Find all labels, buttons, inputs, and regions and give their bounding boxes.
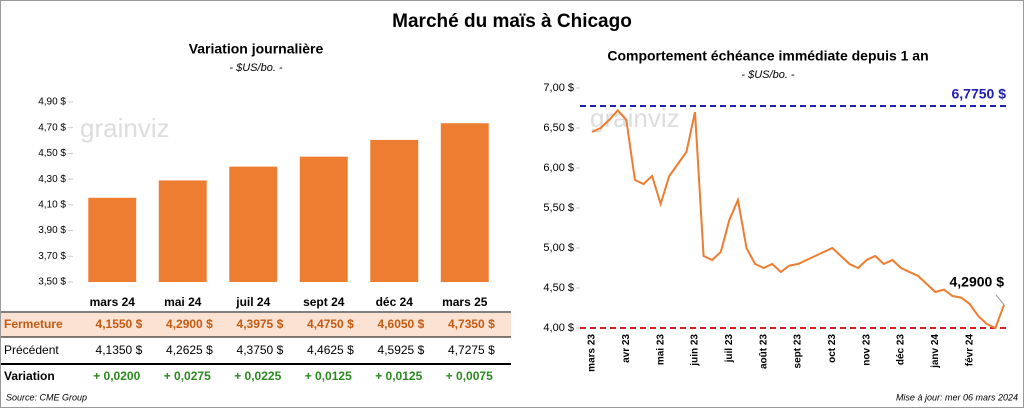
prev-value: 4,5925 $ xyxy=(378,343,425,357)
y-tick-label: 4,90 $ xyxy=(38,97,66,108)
row-bg xyxy=(1,313,511,337)
x-tick-label: févr 24 xyxy=(964,334,975,367)
leader xyxy=(995,294,1005,306)
last-label: 4,2900 $ xyxy=(950,274,1005,290)
price-line xyxy=(591,108,1005,330)
y-tick-label: 7,00 $ xyxy=(543,82,574,94)
x-tick-label: déc 24 xyxy=(376,295,414,309)
bar xyxy=(370,139,419,282)
chart-subtitle: - $US/bo. - xyxy=(229,62,283,74)
x-tick-label: mars 23 xyxy=(587,334,598,372)
bar xyxy=(299,156,348,282)
x-tick-label: juil 23 xyxy=(724,334,735,364)
x-tick-label: mai 24 xyxy=(164,295,202,309)
x-tick-label: sept 23 xyxy=(793,334,804,369)
close-value: 4,2900 $ xyxy=(166,317,213,331)
change-value: + 0,0225 xyxy=(234,369,281,383)
chart-title: Comportement échéance immédiate depuis 1… xyxy=(607,48,928,64)
y-tick-label: 3,50 $ xyxy=(38,277,66,288)
row-label: Précédent xyxy=(4,343,59,357)
y-tick-label: 5,00 $ xyxy=(543,242,574,254)
change-value: + 0,0200 xyxy=(93,369,140,383)
x-tick-label: mars 25 xyxy=(442,295,488,309)
reference-label: 6,7750 $ xyxy=(952,86,1007,102)
source: Source: CME Group xyxy=(6,392,87,402)
updated: Mise à jour: mer 06 mars 2024 xyxy=(896,392,1018,402)
x-tick-label: mars 24 xyxy=(90,295,136,309)
y-tick-label: 5,50 $ xyxy=(543,202,574,214)
x-tick-label: août 23 xyxy=(758,334,769,369)
y-tick-label: 4,00 $ xyxy=(543,322,574,334)
x-tick-label: juin 23 xyxy=(690,334,701,367)
bar xyxy=(158,180,207,282)
x-tick-label: oct 23 xyxy=(827,334,838,363)
watermark: grainviz xyxy=(590,103,680,133)
x-tick-label: avr 23 xyxy=(621,334,632,363)
y-tick-label: 4,50 $ xyxy=(543,282,574,294)
change-value: + 0,0275 xyxy=(164,369,211,383)
y-tick-label: 4,50 $ xyxy=(38,148,66,159)
row-label: Variation xyxy=(4,369,55,383)
change-value: + 0,0125 xyxy=(305,369,352,383)
change-value: + 0,0075 xyxy=(446,369,493,383)
close-value: 4,7350 $ xyxy=(448,317,495,331)
prev-value: 4,7275 $ xyxy=(448,343,495,357)
y-tick-label: 4,10 $ xyxy=(38,199,66,210)
main-title: Marché du maïs à Chicago xyxy=(392,11,632,32)
close-value: 4,6050 $ xyxy=(378,317,425,331)
y-tick-label: 3,90 $ xyxy=(38,225,66,236)
close-value: 4,1550 $ xyxy=(96,317,143,331)
x-tick-label: juil 24 xyxy=(235,295,270,309)
chart-title: Variation journalière xyxy=(189,41,324,57)
x-tick-label: nov 23 xyxy=(861,334,872,366)
close-value: 4,3975 $ xyxy=(237,317,284,331)
bar xyxy=(440,123,489,282)
y-tick-label: 6,00 $ xyxy=(543,162,574,174)
y-tick-label: 4,30 $ xyxy=(38,174,66,185)
chart-subtitle: - $US/bo. - xyxy=(741,69,795,81)
y-tick-label: 3,70 $ xyxy=(38,251,66,262)
x-tick-label: sept 24 xyxy=(303,295,345,309)
watermark: grainviz xyxy=(80,113,170,143)
bar xyxy=(229,166,278,282)
row-label: Fermeture xyxy=(4,317,63,331)
prev-value: 4,2625 $ xyxy=(166,343,213,357)
close-value: 4,4750 $ xyxy=(307,317,354,331)
y-tick-label: 6,50 $ xyxy=(543,122,574,134)
x-tick-label: mai 23 xyxy=(655,334,666,366)
bar xyxy=(88,197,137,282)
change-value: + 0,0125 xyxy=(375,369,422,383)
prev-value: 4,4625 $ xyxy=(307,343,354,357)
x-tick-label: janv 24 xyxy=(930,334,941,369)
prev-value: 4,1350 $ xyxy=(96,343,143,357)
x-tick-label: déc 23 xyxy=(896,334,907,366)
prev-value: 4,3750 $ xyxy=(237,343,284,357)
y-tick-label: 4,70 $ xyxy=(38,122,66,133)
